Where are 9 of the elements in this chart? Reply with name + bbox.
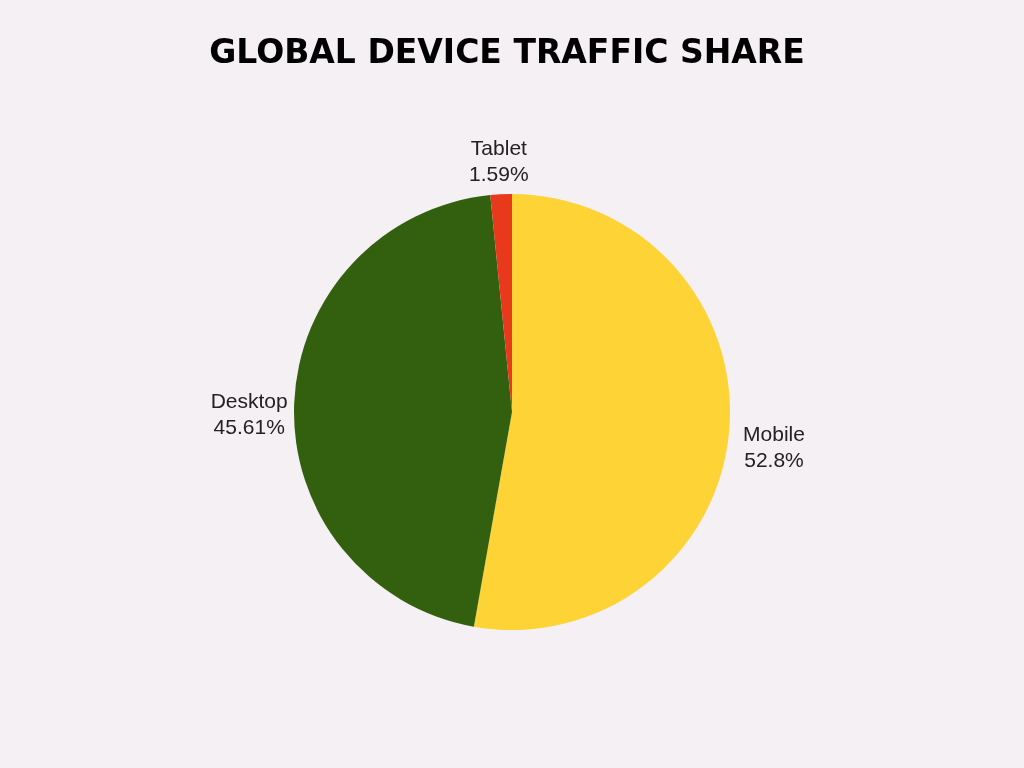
slice-label: Desktop (210, 389, 288, 412)
chart-title: GLOBAL DEVICE TRAFFIC SHARE (209, 32, 805, 71)
slice-label: Tablet (470, 136, 528, 160)
slice-label: Mobile (743, 422, 805, 446)
pie-slice (294, 195, 512, 627)
data-label: 45.61% (213, 415, 285, 438)
data-label: 52.8% (744, 448, 804, 472)
data-label: 1.59% (469, 162, 529, 186)
pie-slice (473, 194, 730, 630)
